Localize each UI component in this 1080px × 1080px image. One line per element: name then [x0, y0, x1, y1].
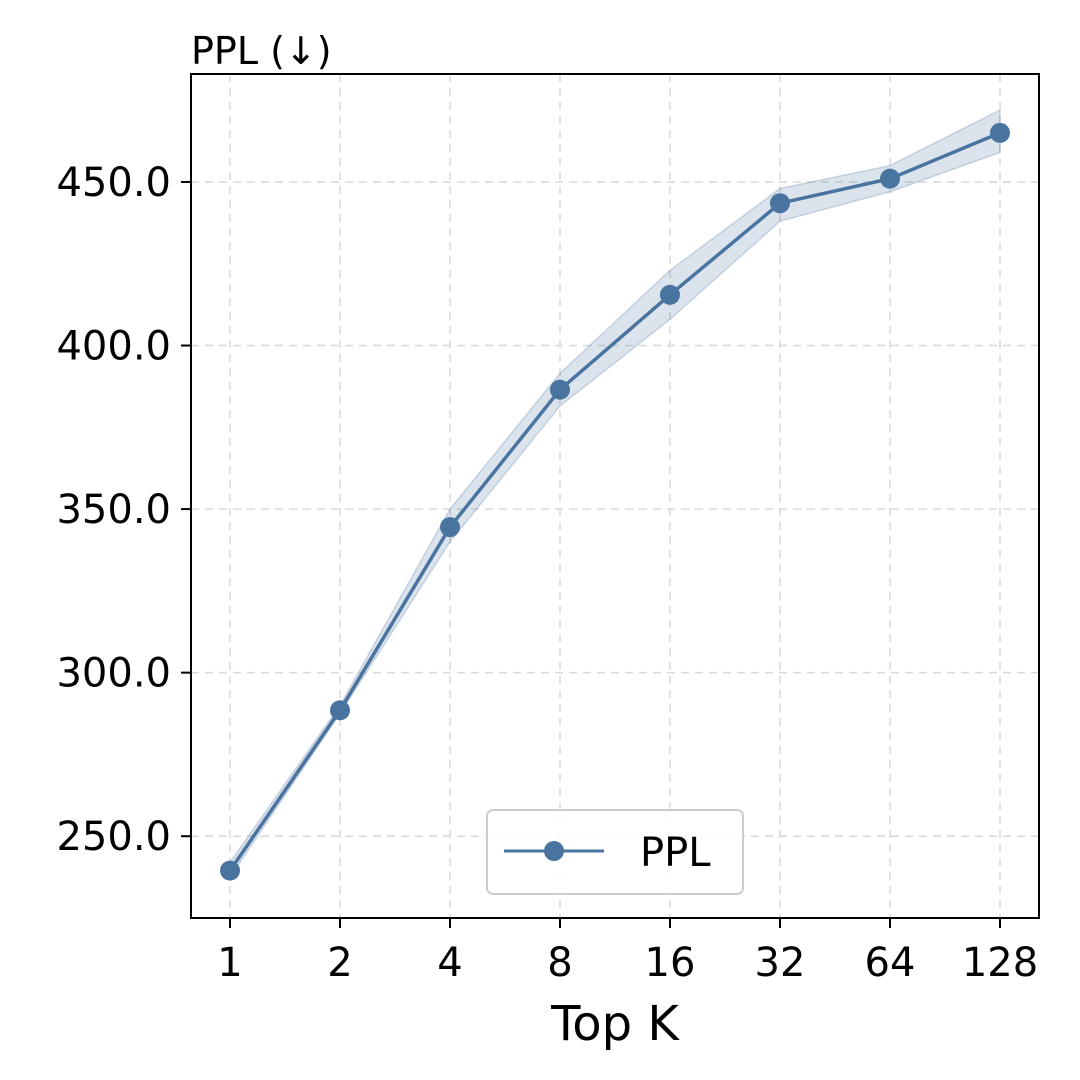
y-axis-ticks: 250.0 300.0 350.0 400.0 450.0	[56, 160, 191, 860]
y-tick-label: 450.0	[56, 160, 171, 206]
data-point	[990, 122, 1010, 143]
data-point	[550, 379, 570, 400]
chart-title: PPL (↓)	[191, 29, 332, 73]
x-tick-label: 32	[755, 940, 806, 986]
data-point	[220, 860, 240, 881]
legend-box	[486, 809, 744, 895]
y-tick-label: 400.0	[56, 324, 171, 370]
legend-label-ppl: PPL	[640, 830, 711, 876]
x-tick-label: 4	[437, 940, 462, 986]
data-point	[330, 700, 350, 721]
series-lines	[228, 131, 1001, 872]
y-tick-label: 350.0	[56, 487, 171, 533]
x-axis-label: Top K	[550, 996, 680, 1052]
grid	[191, 74, 1039, 918]
data-point	[880, 168, 900, 189]
series-points	[220, 122, 1010, 881]
confidence-band	[229, 108, 1001, 880]
legend-marker-swatch	[544, 841, 564, 861]
x-tick-label: 128	[962, 940, 1038, 986]
x-tick-label: 64	[865, 940, 916, 986]
x-tick-label: 1	[217, 940, 242, 986]
series-band	[229, 108, 1001, 880]
y-tick-label: 250.0	[56, 814, 171, 860]
data-point	[770, 193, 790, 214]
plot-frame	[190, 73, 1040, 919]
x-axis-ticks: 1 2 4 8 16 32 64 128	[217, 918, 1038, 986]
data-point	[660, 284, 680, 305]
x-tick-label: 2	[327, 940, 352, 986]
x-tick-label: 16	[645, 940, 696, 986]
data-point	[440, 517, 460, 538]
x-tick-label: 8	[547, 940, 572, 986]
y-tick-label: 300.0	[56, 651, 171, 697]
legend: PPL	[486, 809, 744, 895]
series-line	[228, 131, 1001, 872]
